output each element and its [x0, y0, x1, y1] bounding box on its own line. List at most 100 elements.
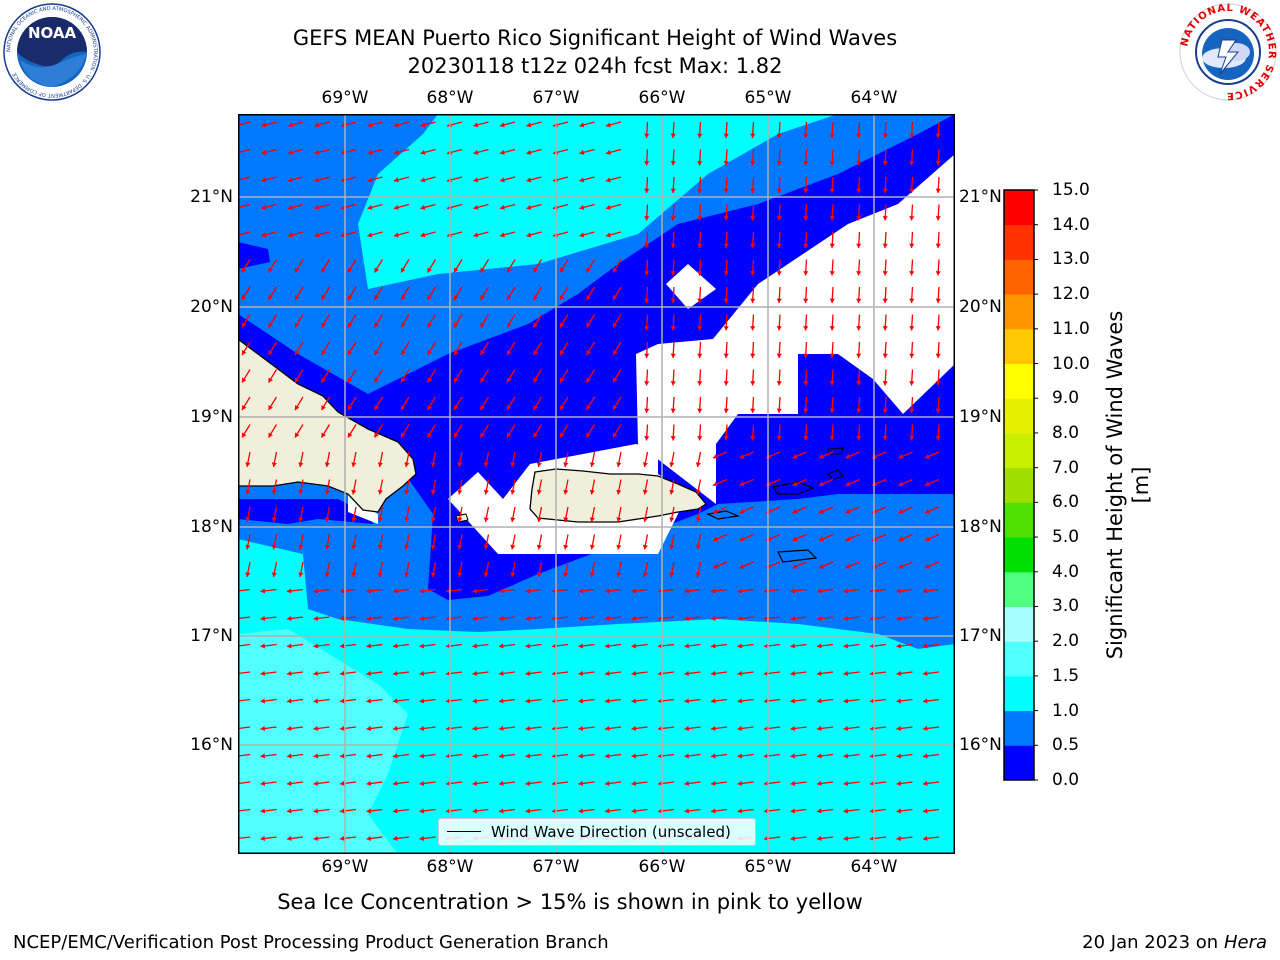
wave-direction-arrowhead	[366, 698, 372, 704]
contour-level-0-patch	[238, 242, 270, 269]
wave-direction-arrowhead	[923, 753, 928, 759]
wave-direction-arrowhead	[563, 544, 569, 550]
wave-direction-arrowhead	[578, 725, 584, 732]
wave-direction-arrowhead	[750, 381, 756, 386]
wave-direction-arrowhead	[713, 453, 718, 459]
wave-direction-arrowhead	[393, 780, 398, 787]
wave-direction-arrowhead	[366, 670, 372, 677]
contour-level-0	[238, 114, 955, 600]
wave-direction-arrowhead	[843, 753, 849, 759]
wave-direction-arrowhead	[589, 544, 595, 550]
wave-direction-arrowhead	[526, 122, 532, 128]
wave-direction-arrowhead	[898, 481, 904, 487]
wave-direction-arrowhead	[586, 405, 591, 410]
wave-direction-arrowhead	[457, 462, 463, 467]
wave-direction-arrowhead	[644, 271, 650, 276]
wave-direction-arrowhead	[366, 753, 372, 759]
wave-direction-arrowhead	[536, 544, 542, 550]
wave-direction-arrowhead	[803, 216, 809, 221]
wave-direction-arrowhead	[324, 462, 330, 467]
wave-direction-arrowhead	[631, 780, 637, 787]
wave-direction-arrowhead	[393, 588, 398, 594]
wave-direction-arrowhead	[739, 453, 745, 459]
wave-direction-arrowhead	[427, 295, 432, 300]
wave-direction-arrowhead	[427, 405, 432, 410]
wave-direction-arrowhead	[261, 149, 267, 155]
colorbar-tick-label: 13.0	[1052, 249, 1090, 270]
wave-direction-arrowhead	[856, 326, 862, 331]
wave-direction-arrowhead	[750, 161, 756, 166]
wave-direction-arrowhead	[723, 408, 729, 413]
wave-direction-arrowhead	[829, 271, 835, 276]
wave-direction-arrowhead	[776, 188, 782, 193]
wave-direction-arrowhead	[560, 295, 565, 300]
wave-direction-arrowhead	[472, 725, 478, 732]
wave-direction-arrowhead	[750, 353, 756, 358]
wave-direction-arrowhead	[499, 808, 504, 814]
wave-direction-arrowhead	[578, 753, 584, 759]
colorbar-segment	[1004, 710, 1034, 746]
wave-direction-arrowhead	[896, 670, 902, 677]
wave-direction-arrowhead	[313, 780, 319, 787]
wave-direction-arrowhead	[670, 436, 676, 441]
wave-direction-arrowhead	[295, 405, 300, 410]
wave-direction-arrowhead	[374, 295, 379, 300]
wave-direction-arrowhead	[351, 462, 357, 467]
wave-direction-arrowhead	[803, 436, 809, 441]
wave-direction-arrowhead	[856, 133, 862, 138]
wave-direction-arrowhead	[419, 643, 425, 649]
wave-direction-arrowhead	[695, 544, 701, 550]
wave-direction-arrowhead	[288, 149, 293, 155]
wave-direction-arrowhead	[790, 615, 796, 622]
colorbar-segment	[1004, 398, 1034, 434]
wave-direction-arrowhead	[605, 725, 610, 732]
wave-direction-arrowhead	[268, 267, 273, 273]
wave-direction-arrow	[238, 588, 251, 592]
wave-direction-arrowhead	[507, 377, 512, 383]
map-legend: Wind Wave Direction (unscaled)	[438, 818, 756, 846]
wave-direction-arrowhead	[560, 377, 565, 383]
wave-direction-arrowhead	[935, 216, 941, 221]
lon-tick-top: 64°W	[850, 88, 898, 108]
wave-direction-arrowhead	[340, 615, 345, 622]
wave-direction-arrowhead	[803, 408, 809, 413]
wave-direction-arrowhead	[776, 353, 782, 358]
wave-direction-arrowhead	[510, 572, 516, 577]
wave-direction-arrowhead	[427, 432, 432, 438]
wave-direction-arrowhead	[472, 780, 478, 787]
colorbar-tick-label: 5.0	[1052, 527, 1080, 548]
wave-direction-arrowhead	[843, 835, 849, 842]
wave-direction-arrowhead	[340, 753, 345, 759]
wave-direction-arrowhead	[723, 216, 729, 221]
wave-direction-arrowhead	[394, 177, 399, 183]
wave-direction-arrowhead	[697, 188, 703, 193]
wave-direction-arrowhead	[631, 588, 637, 594]
wave-direction-arrowhead	[500, 204, 505, 210]
wave-direction-arrowhead	[711, 808, 716, 814]
wave-direction-arrowhead	[856, 243, 862, 248]
wave-direction-arrow	[238, 616, 251, 620]
wave-direction-arrowhead	[560, 432, 565, 438]
wave-direction-arrowhead	[287, 698, 292, 704]
wave-direction-arrowhead	[454, 267, 459, 273]
wave-direction-arrowhead	[589, 462, 595, 467]
wave-direction-arrowhead	[525, 753, 531, 759]
wave-direction-arrowhead	[790, 780, 796, 787]
wave-direction-arrowhead	[670, 243, 676, 248]
wave-direction-arrowhead	[393, 643, 398, 649]
wave-direction-arrowhead	[268, 377, 273, 383]
wave-direction-arrowhead	[473, 122, 479, 128]
wave-direction-arrowhead	[909, 298, 915, 303]
wave-direction-arrowhead	[287, 753, 292, 759]
noaa-logo-icon: NOAA NATIONAL OCEANIC AND ATMOSPHERIC AD…	[3, 3, 101, 101]
contour-level-0-strip	[238, 499, 373, 524]
wave-direction-arrowhead	[366, 588, 372, 594]
colorbar	[1003, 189, 1038, 781]
wave-direction-arrowhead	[579, 204, 585, 210]
wave-direction-arrowhead	[642, 462, 648, 467]
wave-direction-arrowhead	[819, 563, 824, 569]
wave-direction-arrowhead	[427, 377, 432, 383]
wave-direction-arrowhead	[670, 353, 676, 358]
wave-direction-arrowhead	[695, 517, 701, 522]
wave-direction-arrowhead	[288, 177, 293, 183]
